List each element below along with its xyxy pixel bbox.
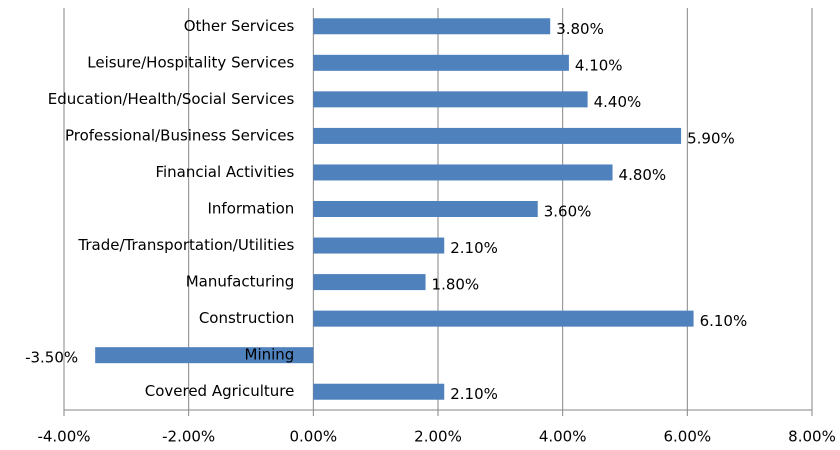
value-label: 2.10% [450,385,498,403]
x-tick-label: -4.00% [37,428,90,446]
value-label: 5.90% [687,129,735,147]
bar [313,164,613,181]
value-label: 1.80% [432,276,480,294]
value-label: -3.50% [25,349,78,367]
category-label: Professional/Business Services [65,126,295,144]
category-label: Leisure/Hospitality Services [87,53,294,71]
x-tick-label: 6.00% [664,428,712,446]
bar [313,127,682,144]
category-label: Trade/Transportation/Utilities [77,236,294,254]
category-label: Financial Activities [155,163,294,181]
category-label: Construction [199,309,295,327]
value-label: 4.80% [619,166,667,184]
x-tick-label: 2.00% [414,428,462,446]
bar [313,18,551,35]
value-label: 3.60% [544,203,592,221]
category-label: Manufacturing [186,273,295,291]
category-label: Education/Health/Social Services [48,90,295,108]
category-label: Other Services [184,17,295,35]
value-label: 6.10% [700,312,748,330]
bar [313,237,445,254]
bar [313,383,445,400]
bar [313,91,588,108]
x-tick-label: 8.00% [788,428,836,446]
x-tick-label: -2.00% [162,428,215,446]
x-tick-label: 0.00% [290,428,338,446]
value-label: 2.10% [450,239,498,257]
bar [95,347,314,364]
category-label: Information [207,200,294,218]
bar [313,274,426,291]
value-label: 4.10% [575,56,623,74]
value-label: 4.40% [594,93,642,111]
x-tick-label: 4.00% [539,428,587,446]
bar [313,310,694,327]
bar [313,54,569,71]
category-label: Mining [245,346,295,364]
value-label: 3.80% [556,20,604,38]
category-label: Covered Agriculture [145,382,295,400]
bar [313,201,538,217]
